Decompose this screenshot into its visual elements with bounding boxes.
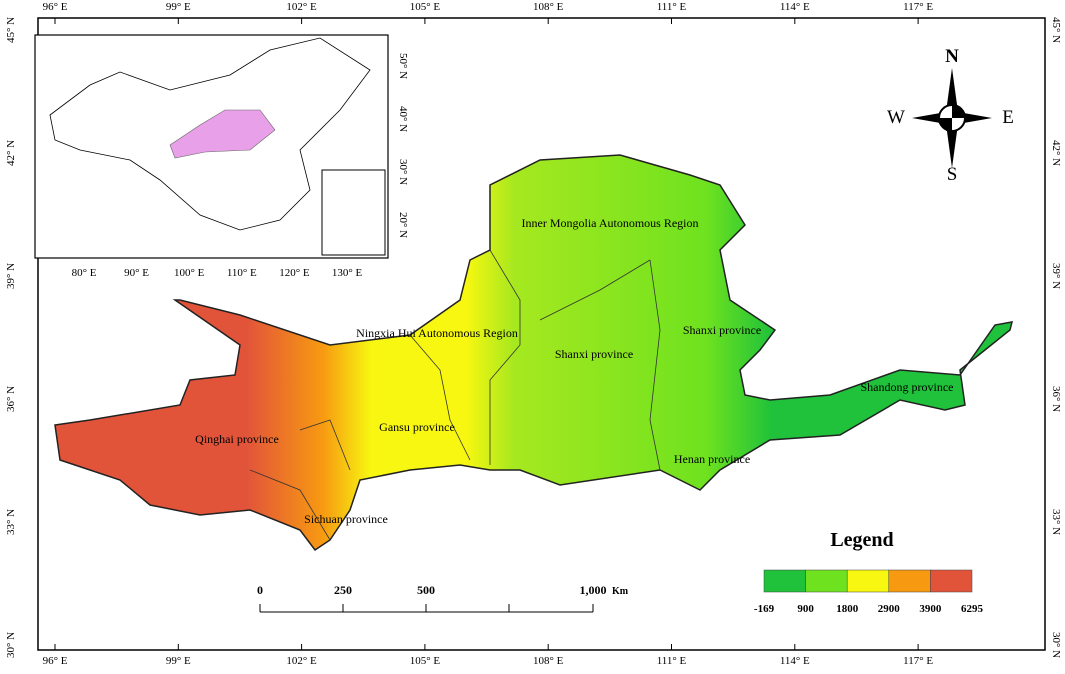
lon-label: 102° E bbox=[286, 655, 317, 667]
lon-label: 102° E bbox=[286, 1, 317, 13]
lat-label: 36° N bbox=[5, 386, 17, 412]
compass-letter: E bbox=[1002, 107, 1014, 128]
inset-lat-label: 30° N bbox=[397, 159, 409, 185]
region-label: Sichuan province bbox=[304, 512, 388, 526]
lat-label: 39° N bbox=[1050, 263, 1062, 289]
legend-break: 1800 bbox=[836, 603, 859, 615]
legend-swatch bbox=[930, 569, 973, 593]
inset-lon-label: 80° E bbox=[72, 267, 97, 279]
legend-swatch bbox=[805, 569, 848, 593]
inset-lat-label: 50° N bbox=[397, 53, 409, 79]
inset-lon-label: 130° E bbox=[332, 267, 363, 279]
compass-letter: N bbox=[945, 46, 959, 67]
lat-label: 30° N bbox=[5, 632, 17, 658]
compass-letter: S bbox=[947, 164, 958, 185]
lon-label: 96° E bbox=[43, 1, 68, 13]
basin-inset bbox=[169, 109, 276, 159]
province-borders bbox=[249, 249, 661, 541]
region-label: Inner Mongolia Autonomous Region bbox=[522, 216, 699, 230]
region-label: Shandong province bbox=[861, 380, 954, 394]
legend-break: 6295 bbox=[961, 603, 984, 615]
legend-title: Legend bbox=[830, 529, 893, 551]
lat-label: 33° N bbox=[5, 509, 17, 535]
lon-label: 117° E bbox=[903, 655, 933, 667]
lat-label: 42° N bbox=[5, 140, 17, 166]
lon-label: 96° E bbox=[43, 655, 68, 667]
inset-box bbox=[321, 169, 386, 256]
scale-label: 1,000 bbox=[580, 583, 607, 597]
lat-label: 45° N bbox=[1050, 17, 1062, 43]
scale-label: 0 bbox=[257, 583, 263, 597]
region-label: Shanxi province bbox=[555, 347, 633, 361]
lon-label: 105° E bbox=[410, 1, 441, 13]
compass bbox=[912, 68, 992, 168]
scale-label: 500 bbox=[417, 583, 435, 597]
legend-break: 2900 bbox=[878, 603, 901, 615]
lon-label: 111° E bbox=[657, 655, 687, 667]
lon-label: 114° E bbox=[780, 655, 810, 667]
lon-label: 108° E bbox=[533, 655, 564, 667]
legend-swatch bbox=[763, 569, 806, 593]
scale-label: 250 bbox=[334, 583, 352, 597]
lon-label: 99° E bbox=[166, 1, 191, 13]
inset-lat-label: 40° N bbox=[397, 106, 409, 132]
region-label: Henan province bbox=[674, 452, 750, 466]
lon-label: 105° E bbox=[410, 655, 441, 667]
lat-label: 30° N bbox=[1050, 632, 1062, 658]
lat-label: 33° N bbox=[1050, 509, 1062, 535]
inset-lon-label: 100° E bbox=[174, 267, 205, 279]
lon-label: 114° E bbox=[780, 1, 810, 13]
lat-label: 45° N bbox=[5, 17, 17, 43]
inset-lat-label: 20° N bbox=[397, 212, 409, 238]
legend-swatch bbox=[888, 569, 931, 593]
legend-break: 900 bbox=[797, 603, 814, 615]
lat-label: 39° N bbox=[5, 263, 17, 289]
legend-break: 3900 bbox=[919, 603, 942, 615]
legend-swatch bbox=[846, 569, 890, 593]
lat-label: 36° N bbox=[1050, 386, 1062, 412]
inset-lon-label: 120° E bbox=[279, 267, 310, 279]
lon-label: 108° E bbox=[533, 1, 564, 13]
region-label: Gansu province bbox=[379, 420, 455, 434]
region-label: Qinghai province bbox=[195, 432, 279, 446]
legend-break: -169 bbox=[754, 603, 775, 615]
lon-label: 111° E bbox=[657, 1, 687, 13]
lat-label: 42° N bbox=[1050, 140, 1062, 166]
inset-lon-label: 110° E bbox=[227, 267, 257, 279]
compass-letter: W bbox=[887, 107, 905, 128]
region-label: Ningxia Hui Autonomous Region bbox=[356, 326, 518, 340]
scale-unit: Km bbox=[612, 586, 629, 597]
inset-lon-label: 90° E bbox=[124, 267, 149, 279]
lon-label: 117° E bbox=[903, 1, 933, 13]
region-label: Shanxi province bbox=[683, 323, 761, 337]
lon-label: 99° E bbox=[166, 655, 191, 667]
basin bbox=[54, 154, 1014, 552]
